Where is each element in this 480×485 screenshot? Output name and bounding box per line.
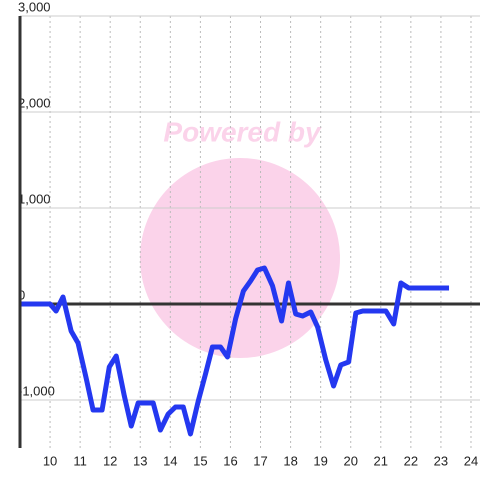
y-tick-label: 1,000 xyxy=(18,191,51,206)
plot xyxy=(20,265,450,437)
x-tick-label: 13 xyxy=(133,453,147,468)
x-tick-label: 11 xyxy=(73,453,87,468)
x-tick-label: 20 xyxy=(343,453,357,468)
y-tick-label: 3,000 xyxy=(18,0,51,14)
x-tick-label: 23 xyxy=(434,453,448,468)
x-tick-label: 12 xyxy=(103,453,117,468)
x-tick-label: 15 xyxy=(193,453,207,468)
x-tick-label: 19 xyxy=(313,453,327,468)
x-tick-label: 22 xyxy=(404,453,418,468)
grid xyxy=(20,15,480,448)
x-tick-label: 17 xyxy=(253,453,267,468)
y-tick-label: 2,000 xyxy=(18,95,51,110)
x-tick-label: 16 xyxy=(223,453,237,468)
x-tick-label: 10 xyxy=(43,453,57,468)
watermark-text: Powered by xyxy=(163,116,322,147)
x-tick-label: 24 xyxy=(464,453,478,468)
x-tick-label: 14 xyxy=(163,453,177,468)
x-tick-label: 18 xyxy=(283,453,297,468)
y-tick-label: 0 xyxy=(18,287,25,302)
y-tick-label: -1,000 xyxy=(18,383,55,398)
x-tick-label: 21 xyxy=(374,453,388,468)
data-line xyxy=(20,265,450,437)
